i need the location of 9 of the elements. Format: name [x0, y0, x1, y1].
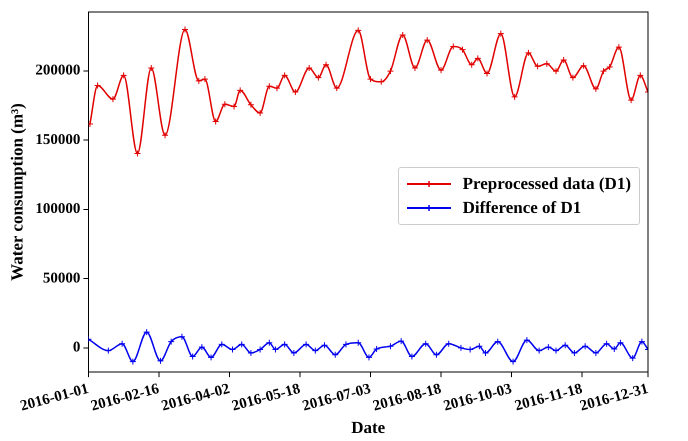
y-tick-label: 50000 [42, 270, 80, 286]
y-tick-label: 150000 [35, 132, 80, 148]
y-axis-title: Water consumption (m³) [8, 103, 27, 281]
x-axis-title: Date [351, 418, 386, 438]
y-tick-label: 100000 [35, 201, 80, 218]
legend-label: Preprocessed data (D1) [462, 173, 631, 195]
y-tick-label: 0 [72, 340, 80, 356]
legend-label: Difference of D1 [462, 197, 582, 219]
y-tick-label: 200000 [35, 62, 80, 79]
